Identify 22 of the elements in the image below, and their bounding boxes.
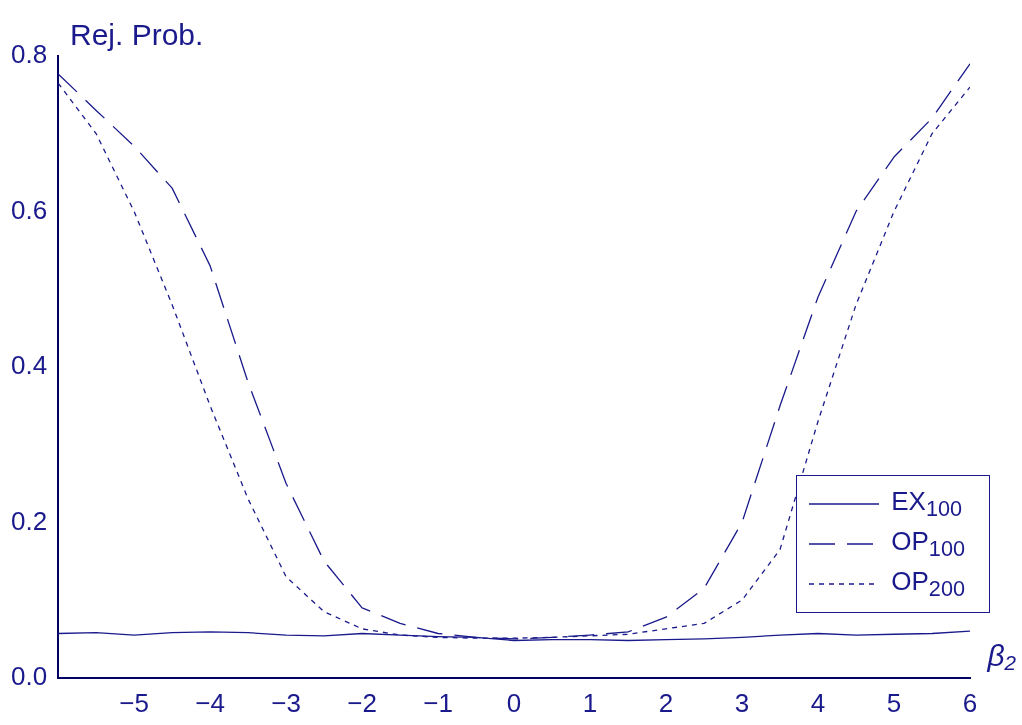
x-tick-label: 0 [506,687,522,718]
x-tick-label: 6 [962,687,978,718]
legend-label: EX$_{100}$ [891,485,963,523]
x-tick-label: −4 [195,687,225,718]
y-tick-label: 0.0 [10,660,48,691]
y-axis-title: Rej. Prob. [70,18,204,52]
y-tick-label: 0.4 [10,350,48,381]
x-tick-label: 2 [658,687,674,718]
y-tick-label: 0.2 [10,505,48,536]
x-tick-label: 1 [582,687,598,718]
x-tick-label: −1 [423,687,453,718]
x-tick-label: −2 [347,687,377,718]
x-axis-title: β₂ [987,639,1016,673]
y-tick-label: 0.8 [10,39,48,70]
x-tick-label: −3 [271,687,301,718]
x-tick-label: 4 [810,687,826,718]
legend-label: OP$_{200}$ [891,565,965,603]
legend-label: OP$_{100}$ [891,525,965,563]
x-tick-label: 3 [734,687,750,718]
y-tick-label: 0.6 [10,194,48,225]
x-tick-label: −5 [119,687,149,718]
x-tick-label: 5 [886,687,902,718]
